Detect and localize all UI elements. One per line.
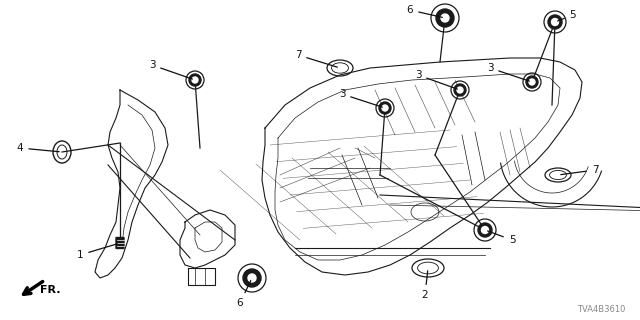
Text: 7: 7	[561, 165, 598, 175]
Text: TVA4B3610: TVA4B3610	[577, 305, 625, 314]
Circle shape	[441, 14, 449, 22]
Text: 3: 3	[415, 70, 458, 89]
Circle shape	[481, 227, 488, 234]
Circle shape	[454, 84, 466, 96]
Circle shape	[192, 77, 198, 83]
Circle shape	[529, 79, 535, 85]
Circle shape	[478, 223, 492, 237]
Text: 3: 3	[148, 60, 193, 79]
Circle shape	[548, 15, 562, 29]
Text: 4: 4	[17, 143, 60, 153]
FancyBboxPatch shape	[116, 237, 124, 249]
Text: 2: 2	[422, 271, 428, 300]
Text: 3: 3	[486, 63, 529, 81]
Circle shape	[189, 74, 201, 86]
Text: 6: 6	[237, 281, 251, 308]
Circle shape	[243, 269, 261, 287]
Text: 1: 1	[77, 244, 117, 260]
Text: FR.: FR.	[40, 285, 61, 295]
Text: 5: 5	[488, 231, 515, 245]
Circle shape	[436, 9, 454, 27]
Text: 3: 3	[339, 89, 382, 107]
Circle shape	[526, 76, 538, 88]
Text: 7: 7	[294, 50, 337, 67]
Circle shape	[552, 19, 559, 26]
Circle shape	[248, 274, 256, 282]
Circle shape	[379, 102, 391, 114]
Text: 5: 5	[557, 10, 576, 21]
Text: 6: 6	[406, 5, 442, 17]
Circle shape	[382, 105, 388, 111]
Circle shape	[457, 87, 463, 93]
